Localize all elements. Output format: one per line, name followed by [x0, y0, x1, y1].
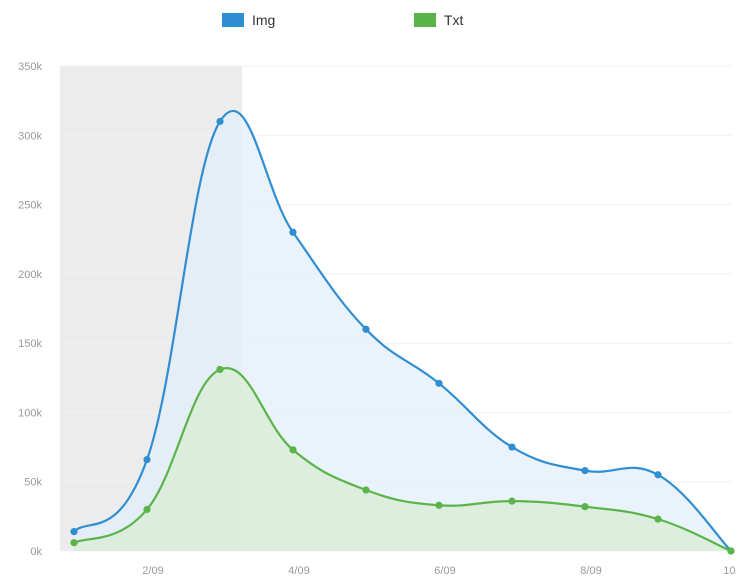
y-tick-label: 150k: [18, 338, 42, 350]
legend-label-txt: Txt: [444, 12, 464, 28]
point-img: [581, 467, 589, 475]
y-axis: 0k 50k 100k 150k 200k 250k 300k 350k: [18, 61, 42, 558]
line-img: [73, 110, 732, 552]
x-tick-label: 8/09: [580, 565, 601, 577]
point-txt: [362, 486, 370, 494]
point-img: [435, 379, 443, 387]
point-img: [289, 228, 297, 236]
x-tick-label: 10/09: [723, 565, 736, 577]
legend-label-img: Img: [252, 12, 275, 28]
point-img: [70, 528, 78, 536]
point-layer: [70, 117, 735, 555]
x-tick-label: 4/09: [288, 565, 309, 577]
x-tick-label: 6/09: [434, 565, 455, 577]
point-txt: [727, 547, 735, 555]
x-axis: 2/09 4/09 6/09 8/09 10/09: [142, 565, 736, 577]
y-tick-label: 300k: [18, 130, 42, 142]
point-img: [362, 325, 370, 333]
y-tick-label: 200k: [18, 269, 42, 281]
legend: Img Txt: [222, 12, 464, 28]
point-txt: [581, 503, 589, 511]
point-txt: [508, 497, 516, 505]
point-img: [508, 443, 516, 451]
y-tick-label: 250k: [18, 200, 42, 212]
y-tick-label: 350k: [18, 61, 42, 73]
y-tick-label: 0k: [30, 546, 42, 558]
y-tick-label: 50k: [24, 477, 42, 489]
point-txt: [216, 365, 224, 374]
point-img: [216, 117, 224, 126]
legend-swatch-img: [222, 13, 244, 27]
point-txt: [654, 515, 662, 523]
point-txt: [435, 501, 443, 509]
point-txt: [70, 539, 78, 547]
point-img: [654, 471, 662, 479]
x-tick-label: 2/09: [142, 565, 163, 577]
point-img: [143, 455, 151, 464]
y-tick-label: 100k: [18, 407, 42, 419]
point-txt: [289, 446, 297, 454]
point-txt: [143, 505, 151, 514]
legend-swatch-txt: [414, 13, 436, 27]
